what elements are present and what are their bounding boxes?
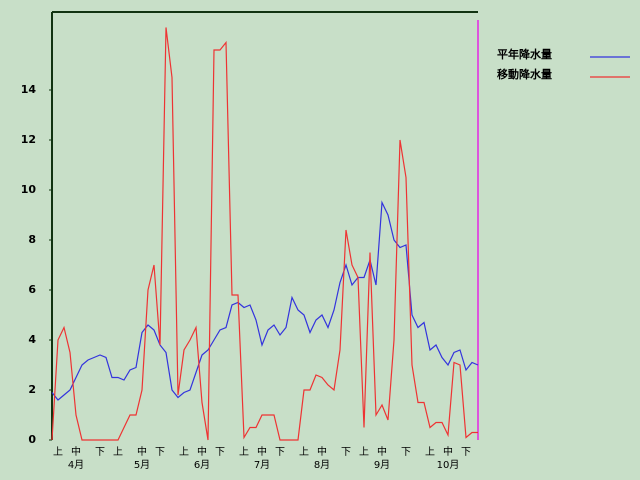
x-month-label: 8月 xyxy=(314,459,330,471)
x-tick-label: 中 xyxy=(377,445,387,458)
x-tick-label: 中 xyxy=(443,445,453,458)
x-tick-label: 上 xyxy=(359,446,369,458)
y-tick-label: 12 xyxy=(21,133,36,146)
y-tick-label: 6 xyxy=(28,283,36,296)
x-tick-label: 下 xyxy=(215,447,225,458)
x-month-label: 9月 xyxy=(374,459,390,471)
line-series xyxy=(51,200,479,401)
x-tick-label: 上 xyxy=(425,446,435,458)
x-tick-label: 中 xyxy=(197,445,207,458)
y-tick-label: 4 xyxy=(28,333,36,346)
x-month-label: 10月 xyxy=(437,459,460,471)
x-month-label: 6月 xyxy=(194,459,210,471)
line-series xyxy=(51,27,478,441)
x-tick-label: 上 xyxy=(53,446,63,458)
y-tick-label: 0 xyxy=(28,433,36,446)
x-tick-label: 中 xyxy=(257,445,267,458)
y-tick-label: 2 xyxy=(28,383,36,396)
x-tick-label: 下 xyxy=(341,447,351,458)
x-tick-label: 上 xyxy=(179,446,189,458)
y-tick-label: 14 xyxy=(21,83,37,96)
x-tick-label: 上 xyxy=(113,446,123,458)
x-tick-label: 下 xyxy=(95,447,105,458)
x-tick-label: 下 xyxy=(155,447,165,458)
x-month-label: 4月 xyxy=(68,459,84,471)
x-month-label: 5月 xyxy=(134,459,150,471)
x-tick-label: 中 xyxy=(71,445,81,458)
x-tick-label: 下 xyxy=(401,447,411,458)
x-tick-label: 上 xyxy=(299,446,309,458)
x-tick-label: 中 xyxy=(137,445,147,458)
x-tick-label: 下 xyxy=(275,447,285,458)
x-tick-label: 中 xyxy=(317,445,327,458)
x-tick-label: 下 xyxy=(461,447,471,458)
x-month-label: 7月 xyxy=(254,459,270,471)
y-tick-label: 8 xyxy=(28,233,36,246)
y-tick-label: 10 xyxy=(21,183,37,196)
legend-label: 移動降水量 xyxy=(497,67,552,81)
legend-label: 平年降水量 xyxy=(497,47,552,61)
x-tick-label: 上 xyxy=(239,446,249,458)
